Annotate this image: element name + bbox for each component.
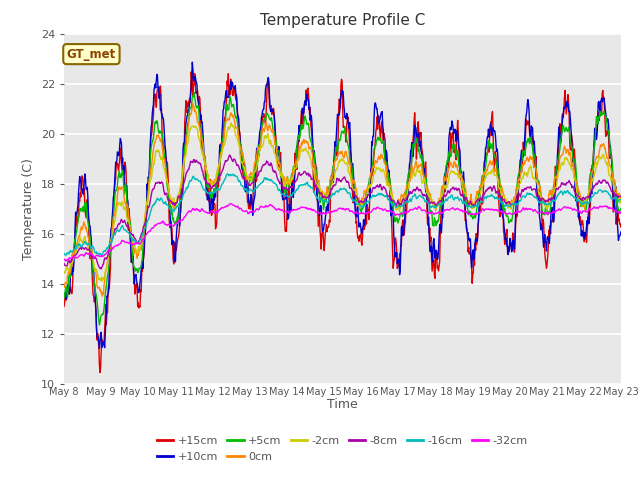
-2cm: [97, 278, 105, 284]
+15cm: [389, 265, 397, 271]
-8cm: [617, 193, 625, 199]
Line: +10cm: +10cm: [64, 62, 621, 348]
-2cm: [389, 197, 397, 203]
+5cm: [292, 152, 300, 157]
+10cm: [87, 231, 95, 237]
+10cm: [164, 183, 172, 189]
-8cm: [60, 261, 68, 266]
+10cm: [599, 96, 607, 101]
-16cm: [62, 252, 70, 258]
Text: GT_met: GT_met: [67, 48, 116, 60]
+5cm: [617, 205, 625, 211]
X-axis label: Time: Time: [327, 398, 358, 411]
0cm: [189, 100, 196, 106]
-2cm: [292, 165, 300, 170]
-16cm: [389, 201, 397, 206]
-8cm: [292, 177, 300, 183]
-16cm: [617, 197, 625, 203]
0cm: [60, 283, 68, 289]
-32cm: [389, 209, 397, 215]
-16cm: [292, 187, 300, 193]
+10cm: [188, 60, 196, 65]
+5cm: [599, 111, 607, 117]
-2cm: [590, 173, 598, 179]
+5cm: [60, 291, 68, 297]
0cm: [292, 158, 300, 164]
+10cm: [389, 213, 397, 218]
-16cm: [164, 203, 172, 208]
+5cm: [164, 186, 172, 192]
+15cm: [590, 143, 598, 149]
+5cm: [95, 322, 103, 328]
+10cm: [590, 141, 598, 146]
-32cm: [164, 222, 172, 228]
+15cm: [96, 370, 104, 375]
-8cm: [164, 197, 172, 203]
+10cm: [292, 148, 300, 154]
-8cm: [590, 183, 598, 189]
-2cm: [599, 152, 607, 157]
0cm: [599, 142, 607, 148]
-16cm: [599, 190, 607, 195]
+15cm: [599, 87, 607, 93]
Line: -16cm: -16cm: [64, 174, 621, 255]
0cm: [389, 196, 397, 202]
-32cm: [227, 201, 234, 206]
0cm: [87, 246, 95, 252]
-16cm: [590, 191, 598, 197]
+15cm: [617, 224, 625, 230]
-32cm: [60, 256, 68, 262]
Line: +15cm: +15cm: [64, 72, 621, 372]
0cm: [164, 183, 172, 189]
+5cm: [389, 206, 397, 212]
Line: -2cm: -2cm: [64, 123, 621, 281]
+10cm: [95, 346, 103, 351]
-16cm: [223, 171, 231, 177]
Line: -8cm: -8cm: [64, 155, 621, 269]
-32cm: [599, 204, 607, 209]
-8cm: [599, 177, 607, 183]
+15cm: [188, 69, 195, 75]
-32cm: [292, 207, 300, 213]
-2cm: [87, 252, 95, 258]
Line: -32cm: -32cm: [64, 204, 621, 261]
-8cm: [226, 152, 234, 158]
-16cm: [88, 244, 95, 250]
Line: 0cm: 0cm: [64, 103, 621, 296]
Title: Temperature Profile C: Temperature Profile C: [260, 13, 425, 28]
-8cm: [87, 252, 95, 258]
-16cm: [60, 251, 68, 256]
+15cm: [164, 172, 172, 178]
Y-axis label: Temperature (C): Temperature (C): [22, 158, 35, 260]
Line: +5cm: +5cm: [64, 93, 621, 325]
-32cm: [62, 258, 70, 264]
0cm: [99, 293, 106, 299]
-8cm: [389, 198, 397, 204]
-32cm: [617, 209, 625, 215]
+10cm: [60, 291, 68, 297]
+15cm: [292, 163, 300, 169]
+10cm: [617, 229, 625, 235]
+15cm: [60, 304, 68, 310]
+5cm: [87, 245, 95, 251]
-2cm: [617, 198, 625, 204]
+5cm: [190, 90, 198, 96]
-32cm: [88, 251, 95, 256]
Legend: +15cm, +10cm, +5cm, 0cm, -2cm, -8cm, -16cm, -32cm: +15cm, +10cm, +5cm, 0cm, -2cm, -8cm, -16…: [152, 432, 532, 466]
-2cm: [164, 180, 172, 186]
-8cm: [97, 266, 105, 272]
+15cm: [87, 247, 95, 252]
-2cm: [60, 270, 68, 276]
-32cm: [590, 204, 598, 210]
+5cm: [590, 144, 598, 149]
0cm: [590, 163, 598, 168]
0cm: [617, 195, 625, 201]
-2cm: [227, 120, 235, 126]
